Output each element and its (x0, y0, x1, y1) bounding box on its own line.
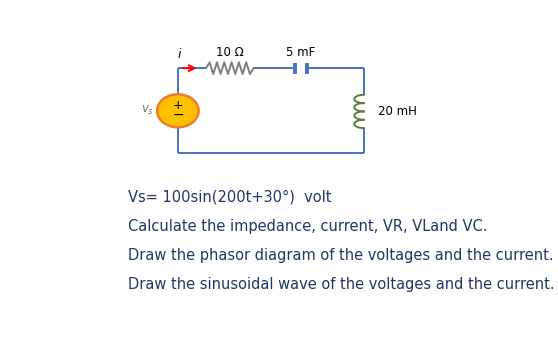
Text: −: − (172, 108, 184, 122)
Text: Draw the sinusoidal wave of the voltages and the current.: Draw the sinusoidal wave of the voltages… (128, 277, 554, 292)
Text: 5 mF: 5 mF (286, 46, 316, 59)
Text: Draw the phasor diagram of the voltages and the current.: Draw the phasor diagram of the voltages … (128, 248, 554, 263)
Ellipse shape (157, 94, 199, 127)
Text: +: + (172, 100, 183, 112)
Text: Vs= 100sin(200t+30°)  volt: Vs= 100sin(200t+30°) volt (128, 189, 331, 204)
Text: $i$: $i$ (176, 47, 182, 61)
Text: 20 mH: 20 mH (378, 105, 416, 118)
Text: $\it{v_s}$: $\it{v_s}$ (141, 104, 154, 117)
Text: 10 Ω: 10 Ω (216, 46, 244, 59)
Text: Calculate the impedance, current, VR, VLand VC.: Calculate the impedance, current, VR, VL… (128, 219, 487, 234)
